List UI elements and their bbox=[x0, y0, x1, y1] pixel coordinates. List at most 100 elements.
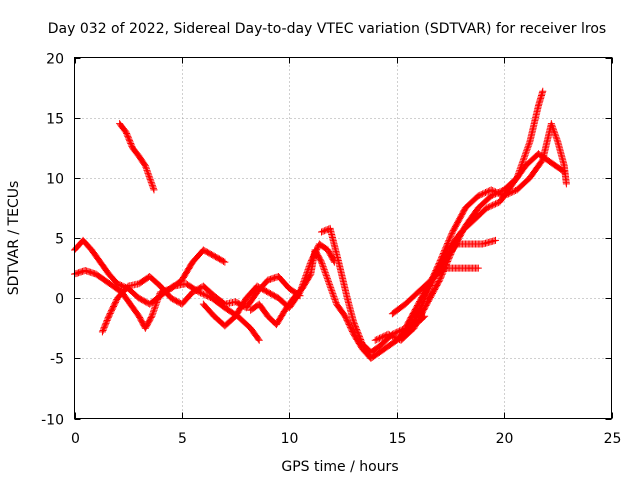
data-point bbox=[539, 87, 547, 95]
series-sat-k bbox=[425, 120, 570, 290]
point-trail bbox=[335, 260, 351, 301]
point-trail bbox=[458, 217, 477, 235]
point-trail bbox=[282, 295, 297, 313]
point-trail bbox=[548, 121, 561, 144]
point-trail bbox=[200, 301, 217, 319]
point-trail bbox=[211, 253, 228, 265]
plot-frame bbox=[74, 57, 612, 419]
data-point bbox=[150, 186, 158, 194]
point-trail bbox=[179, 289, 196, 307]
data-point bbox=[547, 120, 555, 128]
point-trail bbox=[125, 286, 142, 301]
point-trail bbox=[200, 283, 217, 299]
point-trail bbox=[190, 247, 206, 265]
point-trail bbox=[89, 247, 103, 265]
point-trail bbox=[475, 193, 494, 211]
point-trail bbox=[390, 301, 408, 317]
data-point bbox=[146, 174, 154, 182]
data-point bbox=[474, 192, 482, 200]
point-trail bbox=[318, 260, 331, 283]
point-trail bbox=[436, 247, 456, 283]
series-sat-d bbox=[98, 273, 304, 336]
chart-title: Day 032 of 2022, Sidereal Day-to-day VTE… bbox=[48, 21, 606, 37]
point-trail bbox=[436, 229, 456, 265]
data-point bbox=[418, 300, 426, 308]
data-point bbox=[350, 318, 358, 326]
point-trail bbox=[197, 289, 215, 301]
point-trail bbox=[129, 145, 142, 159]
point-trail bbox=[484, 199, 502, 211]
point-trail bbox=[99, 314, 112, 334]
series-sat-j bbox=[393, 150, 568, 344]
point-trail bbox=[222, 313, 239, 329]
point-trail bbox=[209, 295, 228, 311]
data-point bbox=[487, 186, 495, 194]
point-trail bbox=[544, 157, 558, 169]
y-tick-label: -10 bbox=[41, 413, 64, 429]
point-trail bbox=[157, 283, 174, 301]
data-point bbox=[324, 276, 332, 284]
point-trail bbox=[146, 175, 157, 192]
point-trail bbox=[402, 302, 421, 331]
point-trail bbox=[445, 229, 464, 253]
point-trail bbox=[93, 271, 107, 283]
x-tick-label: 10 bbox=[281, 431, 299, 447]
y-tick-label: 0 bbox=[55, 292, 64, 308]
point-trail bbox=[560, 163, 570, 186]
point-trail bbox=[342, 314, 357, 337]
point-trail bbox=[385, 337, 399, 349]
point-trail bbox=[243, 283, 260, 301]
point-trail bbox=[514, 175, 533, 193]
point-trail bbox=[106, 271, 121, 287]
point-trail bbox=[276, 274, 292, 291]
grid bbox=[74, 57, 612, 419]
point-trail bbox=[291, 286, 305, 301]
data-point bbox=[318, 228, 326, 236]
point-trail bbox=[211, 293, 228, 307]
point-trail bbox=[344, 296, 357, 325]
point-trail bbox=[168, 277, 185, 292]
y-tick-label: 10 bbox=[46, 172, 64, 188]
point-trail bbox=[449, 205, 469, 235]
point-trail bbox=[80, 237, 95, 253]
y-tick-label: -5 bbox=[50, 352, 64, 368]
point-trail bbox=[114, 283, 131, 301]
data-point bbox=[487, 192, 495, 200]
point-trail bbox=[526, 103, 542, 144]
point-trail bbox=[312, 247, 325, 265]
point-trail bbox=[510, 163, 529, 187]
data-point bbox=[221, 258, 229, 266]
point-trail bbox=[350, 320, 366, 346]
point-trail bbox=[117, 121, 129, 135]
data-points bbox=[71, 87, 570, 362]
data-point bbox=[436, 258, 444, 266]
data-point bbox=[148, 312, 156, 320]
point-trail bbox=[523, 151, 541, 169]
point-trail bbox=[299, 271, 314, 291]
point-trail bbox=[398, 325, 417, 343]
axis-ticks: 0 5 10 15 20 25 -10 -5 0 5 10 15 20 bbox=[41, 52, 621, 448]
data-point bbox=[371, 336, 379, 344]
y-tick-label: 20 bbox=[46, 52, 64, 68]
data-point bbox=[98, 328, 106, 336]
point-trail bbox=[254, 283, 270, 295]
y-axis-label: SDTVAR / TECUs bbox=[6, 181, 22, 296]
point-trail bbox=[179, 259, 196, 283]
point-trail bbox=[333, 301, 348, 319]
point-trail bbox=[394, 325, 413, 343]
point-trail bbox=[426, 259, 443, 289]
point-trail bbox=[377, 343, 391, 355]
point-trail bbox=[463, 193, 481, 211]
y-tick-label: 5 bbox=[55, 232, 64, 248]
point-trail bbox=[406, 302, 426, 331]
data-point bbox=[255, 336, 263, 344]
point-trail bbox=[265, 289, 281, 301]
point-trail bbox=[142, 314, 155, 331]
x-tick-label: 0 bbox=[71, 431, 80, 447]
point-trail bbox=[127, 301, 142, 319]
point-trail bbox=[123, 130, 136, 150]
point-trail bbox=[247, 325, 262, 343]
data-point bbox=[474, 264, 482, 272]
x-tick-label: 25 bbox=[604, 431, 622, 447]
